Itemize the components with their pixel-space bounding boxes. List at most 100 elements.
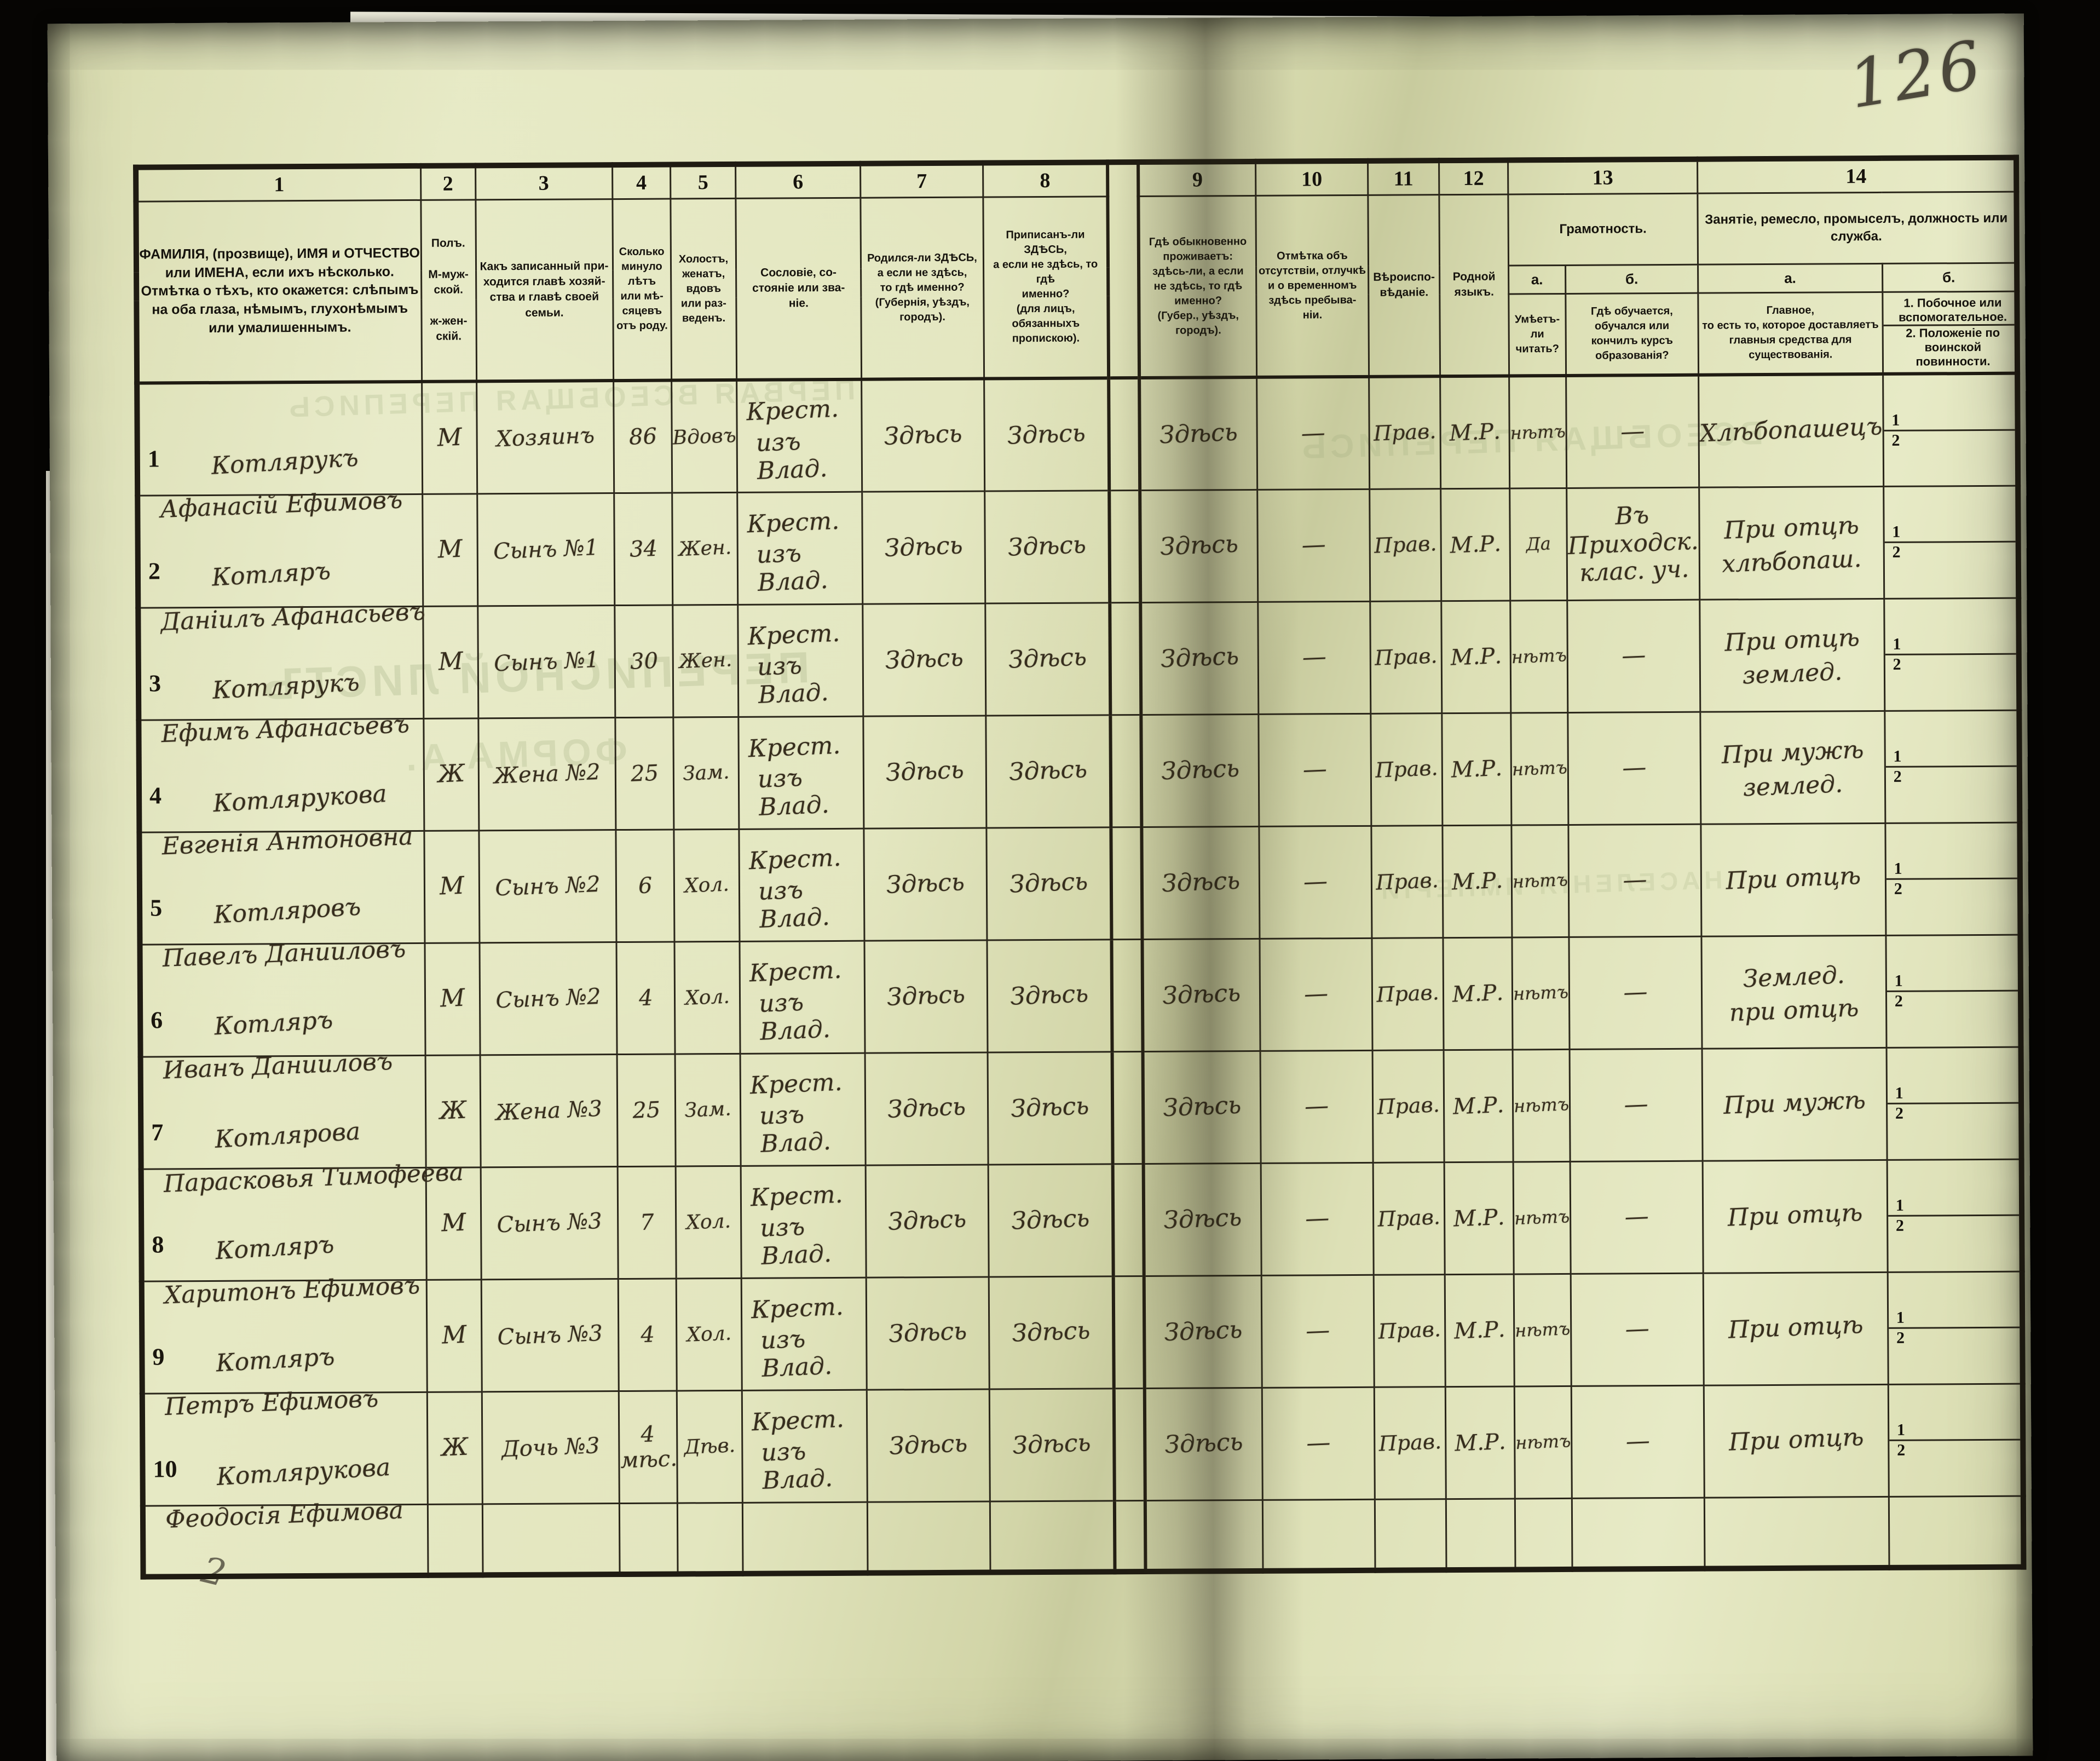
occupation-value: При мужѣ	[1723, 1086, 1866, 1120]
col-header-language: Родной языкъ.	[1439, 194, 1509, 377]
school-value: —	[1622, 753, 1647, 782]
secondary-occupation-slot: 1	[1893, 635, 1901, 653]
school-value: —	[1621, 641, 1647, 670]
estate-value: Крест.	[747, 731, 841, 763]
col-header-occupation: Занятіе, ремесло, промыселъ, должность и…	[1697, 191, 2017, 264]
surname: Котляровъ	[212, 893, 362, 929]
cell-registration: Здѣсь	[988, 1051, 1114, 1165]
row-number: 7	[151, 1118, 164, 1146]
registration-value: Здѣсь	[1008, 643, 1087, 674]
col-number: 6	[735, 163, 861, 198]
table-row: 6 Котляръ Иванъ Данииловъ М Сынъ №2 4 Хо…	[140, 934, 2021, 1084]
cell-age: 4	[616, 941, 676, 1055]
residence-value: Здѣсь	[1162, 1091, 1242, 1123]
relation-value: Сынъ №3	[497, 1320, 603, 1350]
cell-birthplace: Здѣсь	[861, 378, 985, 492]
registration-value: Здѣсь	[1009, 980, 1089, 1011]
col-header-registration: Приписанъ-ли ЗДѢСЬ, а если не здѣсь, то …	[983, 196, 1109, 379]
occupation-value: При отцѣ	[1727, 1199, 1864, 1232]
row-number: 2	[148, 557, 161, 585]
estate-value-2: изъ Влад.	[756, 651, 829, 709]
surname: Котляръ	[211, 556, 332, 592]
estate-value: Крест.	[746, 507, 840, 539]
cell-absence: —	[1257, 488, 1370, 602]
occupation-value-2	[1704, 1344, 1887, 1351]
table-header: 1 2 3 4 5 6 7 8 9 10 11 12 13 14	[136, 157, 2018, 383]
estate-value-2: изъ Влад.	[755, 427, 828, 485]
cell-absence: —	[1262, 1386, 1375, 1500]
cell-estate: Крест. изъ Влад.	[741, 1277, 867, 1390]
page-fold-gutter	[1113, 1164, 1145, 1276]
estate-value: Крест.	[748, 956, 843, 988]
row-number: 4	[149, 781, 162, 809]
cell-language: М.Р.	[1443, 937, 1513, 1050]
age-value: 34	[628, 536, 658, 562]
cell-secondary-occupation: 1 2	[1887, 1271, 2023, 1384]
registration-value: Здѣсь	[1011, 1204, 1091, 1235]
cell-language: М.Р.	[1442, 825, 1512, 938]
residence-value: Здѣсь	[1164, 1315, 1243, 1347]
birthplace-value: Здѣсь	[886, 980, 966, 1012]
cell-marital: Дѣв.	[677, 1390, 743, 1503]
occupation-value: При отцѣ	[1725, 862, 1861, 895]
estate-value: Крест.	[751, 1292, 844, 1325]
cell-marital: Хол.	[676, 1165, 742, 1279]
census-table-body: 1 Котлярукъ Афанасій Ефимовъ М Хозяинъ 8…	[137, 373, 2024, 1533]
cell-secondary-occupation: 1 2	[1883, 485, 2019, 598]
cell-age: 25	[615, 717, 674, 830]
relation-value: Сынъ №2	[495, 983, 601, 1014]
page-fold-gutter	[1112, 1051, 1144, 1164]
military-status-slot: 2	[1885, 653, 2017, 674]
cell-estate: Крест. изъ Влад.	[738, 716, 864, 829]
relation-value: Хозяинъ	[495, 423, 595, 452]
secondary-occupation-slot: 1	[1895, 1196, 1904, 1215]
cell-registration: Здѣсь	[986, 939, 1113, 1052]
registration-value: Здѣсь	[1011, 1316, 1091, 1348]
language-value: М.Р.	[1451, 980, 1504, 1008]
cell-marital: Жен.	[672, 604, 739, 717]
cell-religion: Прав.	[1372, 1050, 1445, 1163]
cell-occupation: При отцѣ	[1700, 822, 1886, 936]
page-fold-gutter	[1114, 1388, 1146, 1501]
table-row: 5 Котляровъ Павелъ Данииловъ М Сынъ №2 6…	[139, 822, 2021, 972]
birthplace-value: Здѣсь	[887, 1205, 967, 1236]
cell-occupation: При мужѣ	[1701, 1047, 1887, 1161]
cell-age: 30	[614, 605, 673, 718]
cell-absence: —	[1261, 1162, 1374, 1275]
estate-value: Крест.	[747, 619, 841, 651]
cell-registration: Здѣсь	[984, 378, 1110, 491]
occupation-value: Хлѣбопашецъ	[1699, 412, 1883, 448]
estate-value: Крест.	[746, 395, 839, 427]
age-value: 6	[637, 872, 653, 899]
col-number: 11	[1368, 160, 1439, 195]
cell-language: М.Р.	[1440, 376, 1510, 489]
absence-value: —	[1306, 1428, 1331, 1458]
cell-occupation: Землед. при отцѣ	[1701, 935, 1886, 1049]
cell-language: М.Р.	[1440, 488, 1510, 601]
religion-value: Прав.	[1378, 1429, 1442, 1456]
absence-value: —	[1304, 1091, 1330, 1121]
cell-school: —	[1567, 599, 1700, 712]
birthplace-value: Здѣсь	[883, 419, 963, 451]
cell-registration: Здѣсь	[985, 602, 1111, 716]
cell-secondary-occupation: 1 2	[1883, 373, 2018, 486]
occupation-value-2	[1700, 446, 1883, 453]
relation-value: Сынъ №2	[494, 871, 601, 901]
row-number: 5	[150, 894, 163, 922]
cell-reads: нѣтъ	[1510, 712, 1568, 825]
occupation-value: При отцѣ	[1724, 623, 1860, 657]
residence-value: Здѣсь	[1162, 979, 1242, 1010]
residence-value: Здѣсь	[1160, 642, 1240, 674]
cell-religion: Прав.	[1374, 1386, 1446, 1499]
cell-school: —	[1568, 824, 1701, 937]
sub-col-header-reads: Умѣетъ- ли читать?	[1508, 293, 1566, 376]
estate-value-2: изъ Влад.	[760, 1325, 833, 1383]
cell-school: —	[1570, 1048, 1703, 1161]
table-row: 1 Котлярукъ Афанасій Ефимовъ М Хозяинъ 8…	[137, 373, 2018, 523]
cell-absence: —	[1259, 825, 1372, 939]
estate-value: Крест.	[748, 843, 842, 876]
cell-birthplace: Здѣсь	[865, 1052, 989, 1165]
birthplace-value: Здѣсь	[884, 531, 964, 563]
cell-birthplace: Здѣсь	[866, 1276, 990, 1390]
surname: Котлярукъ	[211, 668, 360, 705]
